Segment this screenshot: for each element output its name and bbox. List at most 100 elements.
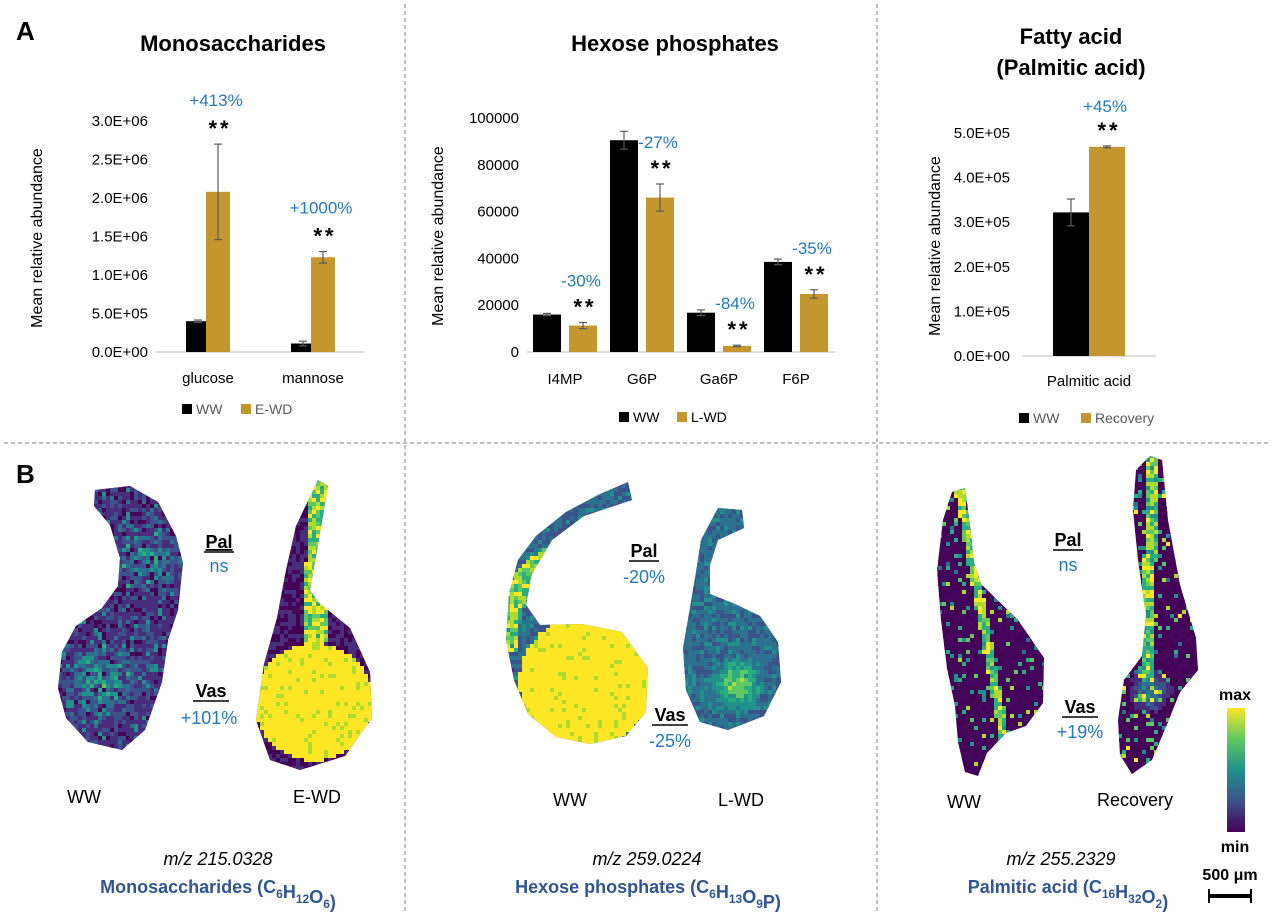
ion-pixel (558, 512, 562, 516)
ion-pixel (332, 714, 336, 718)
ion-pixel (70, 560, 74, 564)
ion-pixel (650, 504, 654, 508)
ion-pixel (284, 710, 288, 714)
y-tick-label: 20000 (477, 297, 519, 314)
ion-pixel (312, 558, 316, 562)
ion-pixel (98, 656, 102, 660)
ion-pixel (296, 526, 300, 530)
ion-pixel (142, 672, 146, 676)
ion-pixel (182, 668, 183, 672)
ion-pixel (292, 686, 296, 690)
ion-pixel (300, 578, 304, 582)
ion-pixel (174, 716, 178, 720)
ion-pixel (66, 656, 70, 660)
ion-pixel (320, 570, 324, 574)
ion-pixel (288, 606, 292, 610)
ion-pixel (58, 712, 62, 716)
ion-pixel (356, 666, 360, 670)
ion-pixel (316, 498, 320, 502)
ion-pixel (158, 540, 162, 544)
ion-pixel (110, 612, 114, 616)
ion-pixel (590, 516, 594, 520)
ion-pixel (106, 504, 110, 508)
ion-pixel (134, 744, 138, 748)
ion-pixel (82, 724, 86, 728)
ion-pixel (178, 696, 182, 700)
ion-pixel (118, 508, 122, 512)
ion-pixel (622, 482, 626, 484)
ion-pixel (292, 714, 296, 718)
ion-pixel (348, 654, 352, 658)
ion-pixel (316, 670, 320, 674)
ion-pixel (272, 482, 276, 486)
ion-pixel (574, 528, 578, 532)
ion-pixel (174, 540, 178, 544)
ion-pixel (166, 584, 170, 588)
ion-pixel (352, 566, 356, 570)
ion-pixel (360, 550, 364, 554)
ion-pixel (110, 492, 114, 496)
ion-pixel (78, 676, 82, 680)
ion-pixel (332, 706, 336, 710)
ion-pixel (340, 594, 344, 598)
ion-pixel (110, 624, 114, 628)
ion-pixel (252, 758, 256, 762)
ion-pixel (514, 544, 518, 548)
ion-pixel (158, 716, 162, 720)
ion-pixel (316, 690, 320, 694)
ion-pixel (102, 616, 106, 620)
ion-pixel (138, 608, 142, 612)
ion-pixel (256, 530, 260, 534)
ion-pixel (122, 708, 126, 712)
ion-pixel (98, 572, 102, 576)
ion-pixel (336, 646, 340, 650)
ion-pixel (506, 544, 510, 548)
ion-pixel (110, 508, 114, 512)
ion-pixel (320, 538, 324, 542)
ion-pixel (130, 540, 134, 544)
ion-pixel (102, 652, 106, 656)
ion-pixel (284, 650, 288, 654)
ion-pixel (320, 690, 324, 694)
ion-pixel (336, 746, 340, 750)
ion-pixel (170, 708, 174, 712)
ion-pixel (622, 496, 626, 500)
ion-pixel (272, 706, 276, 710)
ion-pixel (518, 516, 522, 520)
ion-pixel (126, 648, 130, 652)
ion-pixel (276, 586, 280, 590)
ion-pixel (150, 552, 154, 556)
ion-pixel (126, 486, 130, 488)
ion-pixel (590, 532, 594, 536)
ion-pixel (288, 578, 292, 582)
ion-pixel (324, 730, 328, 734)
ion-pixel (154, 532, 158, 536)
ion-pixel (134, 720, 138, 724)
ion-pixel (268, 490, 272, 494)
ion-pixel (114, 704, 118, 708)
ion-pixel (122, 600, 126, 604)
ion-pixel (368, 754, 372, 758)
ion-pixel (368, 578, 372, 582)
ion-pixel (280, 650, 284, 654)
ion-pixel (344, 582, 348, 586)
ion-pixel (110, 748, 114, 750)
ion-pixel (372, 758, 376, 762)
ion-pixel (268, 574, 272, 578)
ion-pixel (142, 688, 146, 692)
ion-pixel (300, 714, 304, 718)
ion-pixel (66, 580, 70, 584)
ion-pixel (122, 628, 126, 632)
ion-pixel (570, 492, 574, 496)
ion-pixel (134, 628, 138, 632)
ion-pixel (54, 624, 58, 628)
ion-pixel (276, 554, 280, 558)
ion-pixel (260, 590, 264, 594)
ion-pixel (514, 488, 518, 492)
ion-pixel (138, 584, 142, 588)
ion-pixel (272, 702, 276, 706)
ion-pixel (256, 562, 260, 566)
ion-pixel (86, 652, 90, 656)
ion-pixel (328, 618, 332, 622)
ion-pixel (54, 748, 58, 752)
